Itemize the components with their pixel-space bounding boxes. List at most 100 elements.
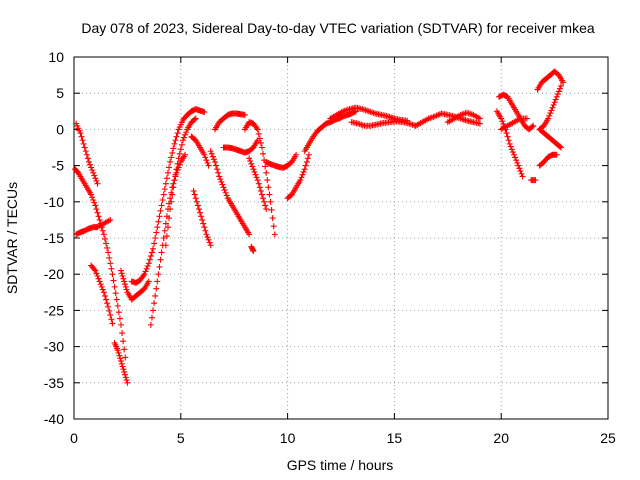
data-point bbox=[182, 151, 189, 158]
data-point bbox=[156, 263, 163, 270]
data-point bbox=[154, 224, 161, 231]
data-point bbox=[92, 175, 99, 182]
data-point bbox=[163, 233, 170, 240]
data-point bbox=[124, 379, 131, 386]
data-point bbox=[182, 131, 189, 138]
series-track-10 bbox=[190, 187, 214, 249]
data-point bbox=[164, 224, 171, 231]
series-track-14 bbox=[220, 137, 261, 156]
data-point bbox=[511, 151, 518, 158]
data-point bbox=[558, 82, 565, 89]
x-tick-label: 25 bbox=[600, 430, 616, 446]
data-point bbox=[171, 140, 178, 147]
data-point bbox=[201, 109, 208, 116]
x-tick-label: 20 bbox=[493, 430, 509, 446]
data-point bbox=[114, 347, 121, 354]
data-point bbox=[514, 159, 521, 166]
data-point bbox=[215, 169, 222, 176]
data-point bbox=[87, 161, 94, 168]
data-point bbox=[263, 169, 270, 176]
data-point bbox=[160, 235, 167, 241]
data-point bbox=[148, 249, 155, 256]
data-point bbox=[213, 162, 220, 169]
data-point bbox=[254, 177, 261, 184]
data-point bbox=[112, 290, 119, 297]
data-point bbox=[121, 371, 128, 378]
data-point bbox=[530, 122, 537, 129]
data-point bbox=[260, 150, 267, 157]
data-point bbox=[256, 184, 263, 191]
data-point bbox=[503, 130, 510, 137]
series-track-09 bbox=[162, 115, 199, 249]
data-point bbox=[174, 167, 181, 174]
data-point bbox=[85, 158, 92, 165]
data-point bbox=[103, 296, 110, 303]
data-point bbox=[152, 292, 159, 299]
series-track-11 bbox=[188, 133, 212, 169]
data-point bbox=[266, 191, 273, 198]
data-point bbox=[551, 99, 558, 106]
data-point bbox=[90, 169, 97, 176]
data-point bbox=[270, 223, 277, 230]
data-point bbox=[201, 151, 208, 158]
y-tick-label: 10 bbox=[48, 49, 64, 65]
series-track-31 bbox=[536, 82, 565, 133]
data-point bbox=[554, 91, 561, 98]
series-track-06 bbox=[117, 267, 152, 303]
x-tick-label: 0 bbox=[70, 430, 78, 446]
data-point bbox=[105, 249, 112, 256]
data-point bbox=[167, 206, 174, 213]
data-point bbox=[208, 150, 215, 157]
data-point bbox=[114, 302, 121, 309]
data-point bbox=[203, 231, 210, 238]
data-point bbox=[152, 235, 159, 241]
data-point bbox=[122, 354, 129, 361]
data-point bbox=[205, 236, 212, 243]
data-point bbox=[94, 180, 101, 187]
data-point bbox=[547, 110, 554, 117]
data-point bbox=[302, 162, 309, 169]
data-point bbox=[262, 202, 269, 209]
data-point bbox=[301, 166, 308, 173]
data-point bbox=[560, 79, 567, 86]
chart-title: Day 078 of 2023, Sidereal Day-to-day VTE… bbox=[81, 20, 594, 36]
data-point bbox=[155, 218, 162, 225]
data-point bbox=[140, 272, 147, 279]
data-point bbox=[89, 167, 96, 174]
data-point bbox=[532, 177, 539, 184]
data-point bbox=[158, 249, 165, 256]
data-point bbox=[161, 186, 168, 193]
data-point bbox=[105, 303, 112, 310]
data-point bbox=[265, 184, 272, 191]
series-track-15 bbox=[241, 119, 278, 238]
data-point bbox=[175, 155, 182, 162]
data-point bbox=[101, 292, 108, 299]
data-point bbox=[92, 202, 99, 209]
data-point bbox=[141, 271, 148, 278]
data-point bbox=[89, 194, 96, 201]
data-point bbox=[204, 234, 211, 241]
data-point bbox=[545, 115, 552, 122]
data-point bbox=[552, 96, 559, 103]
data-point bbox=[162, 220, 169, 227]
series-track-04 bbox=[88, 262, 116, 327]
data-point bbox=[154, 278, 161, 285]
data-point bbox=[81, 144, 88, 151]
data-point bbox=[157, 256, 164, 263]
data-point bbox=[99, 227, 106, 234]
data-point bbox=[83, 151, 90, 158]
data-point bbox=[107, 216, 114, 223]
y-tick-label: -20 bbox=[44, 266, 64, 282]
data-point bbox=[249, 163, 256, 170]
data-point bbox=[293, 151, 300, 158]
data-point bbox=[80, 140, 87, 147]
data-point bbox=[304, 155, 311, 162]
data-point bbox=[88, 164, 95, 171]
data-point bbox=[298, 174, 305, 181]
data-point bbox=[258, 191, 265, 198]
y-tick-label: -15 bbox=[44, 230, 64, 246]
data-point bbox=[117, 267, 124, 274]
data-point bbox=[109, 320, 116, 327]
data-point bbox=[147, 321, 154, 328]
data-point bbox=[82, 148, 89, 155]
